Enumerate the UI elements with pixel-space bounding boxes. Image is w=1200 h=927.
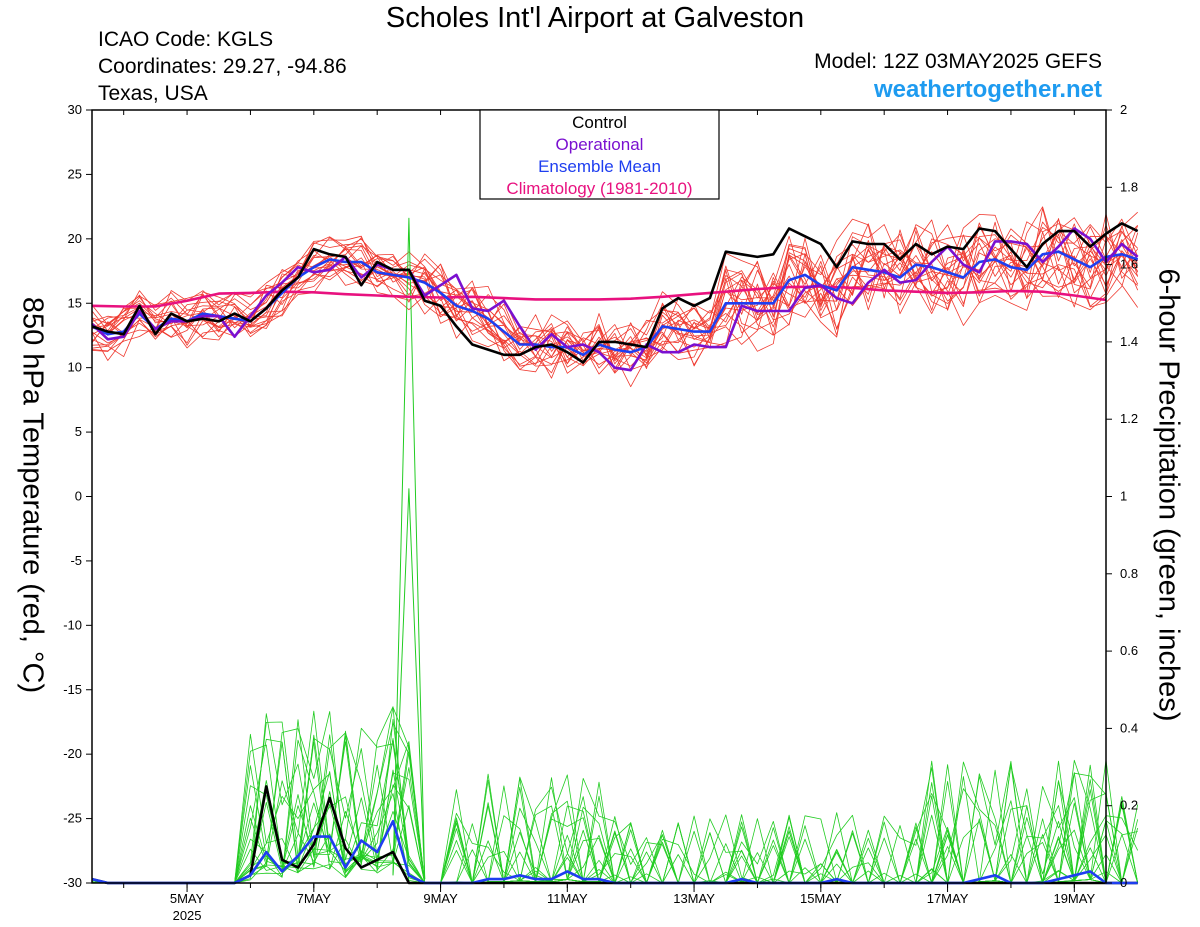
legend-box (479, 109, 720, 200)
model-run: Model: 12Z 03MAY2025 GEFS (814, 50, 1102, 73)
precip-spike-line (392, 217, 426, 880)
temperature-members (91, 206, 1139, 388)
temperature-member-line (91, 219, 1139, 371)
precip-member-line (91, 732, 1138, 884)
y2-tick-label: 0 (1120, 875, 1127, 890)
y2-tick-label: 0.8 (1120, 566, 1138, 581)
temperature-member-line (91, 211, 1138, 352)
y-tick-label: 20 (68, 231, 82, 246)
y2-tick-label: 0.6 (1120, 643, 1138, 658)
y-tick-label: -30 (63, 875, 82, 890)
y2-tick-label: 0.4 (1120, 720, 1138, 735)
temperature-member-line (91, 234, 1139, 375)
x-tick-label: 5MAY (170, 891, 205, 906)
y2-tick-label: 1 (1120, 489, 1127, 504)
plot-frame (91, 109, 1107, 884)
website-link[interactable]: weathertogether.net (873, 76, 1102, 103)
page-title: Scholes Int'l Airport at Galveston (385, 2, 805, 34)
y-tick-label: 30 (68, 102, 82, 117)
x-tick-label: 19MAY (1053, 891, 1095, 906)
temperature-member-line (91, 242, 1138, 374)
y2-tick-label: 1.8 (1120, 179, 1138, 194)
y2-tick-label: 2 (1120, 102, 1127, 117)
precip-member-line (91, 713, 1139, 884)
icao-code: ICAO Code: KGLS (98, 28, 274, 51)
legend-entry: Control (572, 113, 627, 132)
y2-tick-label: 1.4 (1120, 334, 1138, 349)
x-tick-label: 9MAY (423, 891, 458, 906)
x-tick-label: 7MAY (297, 891, 332, 906)
precip-member-line (91, 706, 1138, 884)
control-line (91, 222, 1139, 364)
y2-tick-label: 1.2 (1120, 411, 1138, 426)
y-tick-label: -5 (70, 553, 82, 568)
legend-entry: Climatology (1981-2010) (506, 179, 692, 198)
x-tick-label: 11MAY (547, 891, 588, 906)
temperature-member-line (91, 206, 1138, 366)
x-tick-label: 17MAY (927, 891, 969, 906)
temperature-member-line (91, 218, 1139, 359)
y-tick-label: 15 (68, 295, 82, 310)
y-tick-label: 5 (75, 424, 82, 439)
precip-member-line (91, 718, 1138, 884)
x-tick-year: 2025 (173, 908, 202, 923)
legend-entry: Ensemble Mean (538, 157, 661, 176)
precip-member-line (91, 727, 1139, 884)
legend: Control Operational Ensemble Mean Climatolo… (479, 109, 720, 200)
y-tick-label: 25 (68, 166, 82, 181)
y-tick-label: -15 (63, 682, 82, 697)
y-tick-label: 10 (68, 360, 82, 375)
climatology-line (91, 285, 1107, 308)
precip-member-line (91, 719, 1139, 884)
y-tick-label: -10 (63, 617, 82, 632)
legend-entry: Operational (556, 135, 644, 154)
y-tick-label: 0 (75, 489, 82, 504)
x-tick-label: 15MAY (800, 891, 842, 906)
y-tick-label: -20 (63, 746, 82, 761)
region: Texas, USA (98, 82, 208, 105)
axes: 302520151050-5-10-15-20-25-3021.81.61.41… (63, 102, 1138, 923)
precip-spike-line (392, 488, 426, 880)
y2-tick-label: 1.6 (1120, 257, 1138, 272)
y-tick-label: -25 (63, 811, 82, 826)
x-tick-label: 13MAY (673, 891, 715, 906)
y2-tick-label: 0.2 (1120, 798, 1138, 813)
operational-line (91, 227, 1139, 372)
precip-member-line (91, 730, 1138, 884)
coordinates: Coordinates: 29.27, -94.86 (98, 55, 347, 78)
